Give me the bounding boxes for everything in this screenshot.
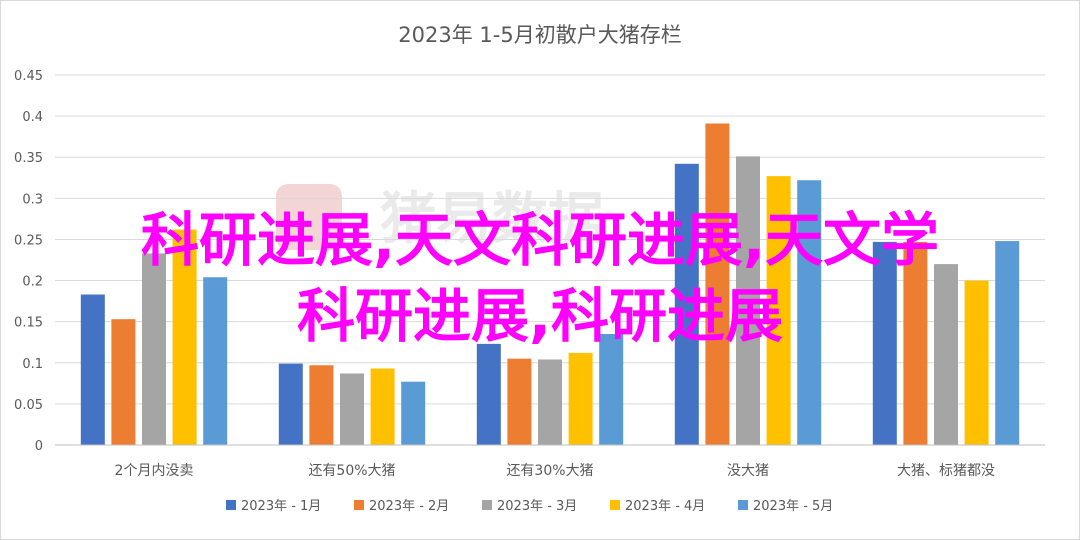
- legend-label: 2023年 - 4月: [625, 499, 705, 514]
- x-tick-label: 大猪、标猪都没: [897, 463, 995, 479]
- bar: [872, 241, 897, 445]
- bars-layer: [80, 123, 1020, 446]
- y-tick-label: 0.1: [22, 357, 43, 372]
- bar: [674, 163, 699, 446]
- y-tick-label: 0.4: [22, 110, 43, 125]
- bar: [766, 176, 791, 445]
- bar: [964, 280, 989, 445]
- legend-label: 2023年 - 1月: [241, 499, 321, 514]
- watermark-text: 猪易数据: [380, 187, 604, 252]
- bar: [538, 359, 562, 445]
- legend-swatch: [738, 500, 748, 510]
- y-tick-label: 0.05: [14, 398, 43, 413]
- y-tick-label: 0.15: [14, 316, 43, 331]
- bar: [309, 365, 334, 445]
- y-tick-label: 0.3: [22, 192, 43, 207]
- bar: [934, 264, 958, 445]
- bar: [80, 294, 105, 445]
- bar: [111, 319, 136, 445]
- legend-swatch: [354, 500, 364, 510]
- x-tick-label: 还有50%大猪: [308, 463, 395, 479]
- bar: [507, 358, 532, 445]
- chart-title: 2023年 1-5月初散户大猪存栏: [398, 23, 681, 47]
- bar: [568, 352, 593, 445]
- bar: [599, 334, 624, 445]
- bar: [736, 156, 760, 445]
- bar: [476, 343, 501, 445]
- bar: [142, 253, 166, 445]
- bar: [340, 373, 364, 445]
- y-tick-label: 0.25: [14, 233, 43, 248]
- bar: [203, 277, 228, 445]
- x-tick-label: 没大猪: [727, 463, 769, 479]
- bar: [278, 363, 303, 445]
- bar: [995, 241, 1020, 445]
- watermark: 猪易数据: [276, 184, 604, 252]
- bar: [370, 368, 395, 445]
- legend-swatch: [482, 500, 492, 510]
- axis-layer: 0 0.05 0.1 0.15 0.2 0.25 0.3 0.35 0.4 0.45 2个月内没卖 还…: [14, 69, 1045, 479]
- legend-label: 2023年 - 2月: [369, 499, 449, 514]
- bar: [903, 241, 928, 445]
- legend-swatch: [610, 500, 620, 510]
- watermark-logo: [276, 184, 342, 250]
- x-tick-label: 还有30%大猪: [506, 463, 593, 479]
- x-tick-label: 2个月内没卖: [115, 463, 194, 479]
- y-tick-label: 0: [35, 439, 43, 454]
- y-tick-label: 0.45: [14, 69, 43, 84]
- legend-label: 2023年 - 3月: [497, 499, 577, 514]
- legend-label: 2023年 - 5月: [753, 499, 833, 514]
- bar: [797, 180, 822, 445]
- bar: [401, 381, 426, 445]
- y-tick-label: 0.2: [22, 275, 43, 290]
- bar: [172, 229, 197, 445]
- bar: [705, 123, 730, 445]
- y-tick-label: 0.35: [14, 151, 43, 166]
- legend-swatch: [226, 500, 236, 510]
- legend: 2023年 - 1月 2023年 - 2月 2023年 - 3月 2023年 - 4月…: [226, 499, 833, 514]
